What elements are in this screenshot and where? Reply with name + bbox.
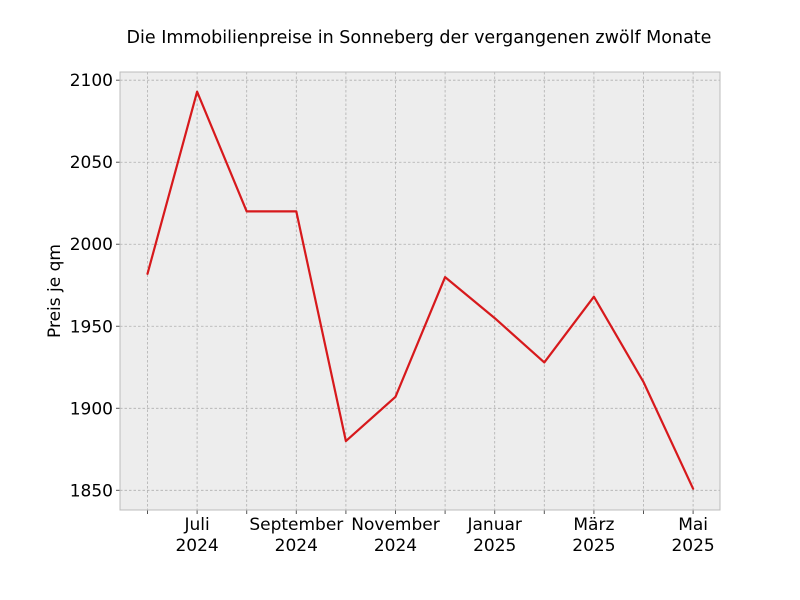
- x-tick-label-line: November: [351, 515, 439, 535]
- grid: [120, 72, 720, 510]
- x-tick-label-line: 2024: [275, 536, 318, 556]
- y-tick-label: 2100: [70, 71, 113, 91]
- x-tick-label-line: 2024: [374, 536, 417, 556]
- plot-frame: [119, 71, 721, 511]
- x-tick-label-line: September: [249, 515, 343, 535]
- plot-area: [120, 72, 720, 510]
- x-tick-label-line: 2025: [473, 536, 516, 556]
- x-tick-label: Januar 2025: [467, 515, 522, 556]
- y-tick-label: 1900: [70, 399, 113, 419]
- x-tick-label: September 2024: [249, 515, 343, 556]
- x-tick-label: Juli 2024: [175, 515, 218, 556]
- x-tick-label-line: 2025: [572, 536, 615, 556]
- x-tick-label: Mai 2025: [671, 515, 714, 556]
- x-tick-label-line: 2025: [671, 536, 714, 556]
- x-tick-label-line: Juli: [183, 515, 209, 535]
- series-line: [146, 90, 695, 490]
- y-tick-label: 1950: [70, 317, 113, 337]
- chart-title: Die Immobilienpreise in Sonneberg der ve…: [127, 28, 712, 48]
- y-tick-label: 2000: [70, 235, 113, 255]
- x-tick-label: März 2025: [572, 515, 615, 556]
- x-tick-label-line: März: [573, 515, 614, 535]
- x-tick-label-line: Januar: [467, 515, 522, 535]
- series-group: [146, 90, 695, 490]
- x-tick-label-line: 2024: [175, 536, 218, 556]
- axis-ticks: [116, 79, 694, 514]
- x-tick-label-line: Mai: [678, 515, 708, 535]
- x-tick-label: November 2024: [351, 515, 439, 556]
- y-tick-label: 2050: [70, 153, 113, 173]
- y-tick-label: 1850: [70, 481, 113, 501]
- y-axis-label: Preis je qm: [45, 244, 65, 338]
